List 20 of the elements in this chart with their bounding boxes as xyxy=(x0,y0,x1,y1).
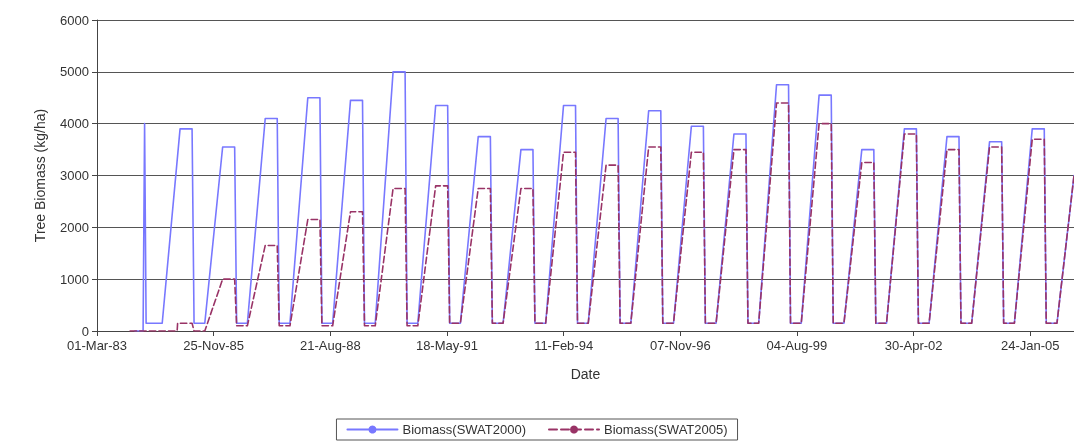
y-tick-label: 6000 xyxy=(60,12,89,28)
y-tick-label: 5000 xyxy=(60,64,89,80)
y-tick-label: 4000 xyxy=(60,116,89,132)
x-tick-label: 11-Feb-94 xyxy=(534,338,594,353)
x-tick-label: 01-Mar-83 xyxy=(67,338,127,353)
y-axis-title: Tree Biomass (kg/ha) xyxy=(32,108,48,243)
y-tick-label: 2000 xyxy=(60,219,89,235)
legend-label: Biomass(SWAT2000) xyxy=(402,422,527,437)
x-tick-label: 04-Aug-99 xyxy=(766,338,828,353)
y-tick-label: 0 xyxy=(81,323,89,339)
x-tick-label: 07-Nov-96 xyxy=(649,338,711,353)
y-tick-label: 1000 xyxy=(60,271,89,287)
x-tick-label: 24-Jan-05 xyxy=(1000,338,1060,353)
x-axis-title: Date xyxy=(570,366,601,382)
x-tick-label: 25-Nov-85 xyxy=(183,338,245,353)
legend-label: Biomass(SWAT2005) xyxy=(604,422,728,437)
x-tick-label: 21-Aug-88 xyxy=(299,338,361,353)
x-tick-label: 30-Apr-02 xyxy=(884,338,943,353)
y-tick-label: 3000 xyxy=(60,168,89,183)
x-tick-label: 18-May-91 xyxy=(415,338,479,353)
